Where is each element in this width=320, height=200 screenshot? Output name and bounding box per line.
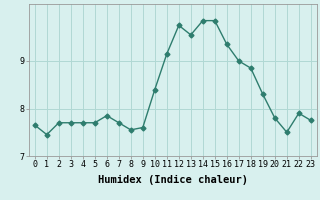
X-axis label: Humidex (Indice chaleur): Humidex (Indice chaleur) <box>98 175 248 185</box>
